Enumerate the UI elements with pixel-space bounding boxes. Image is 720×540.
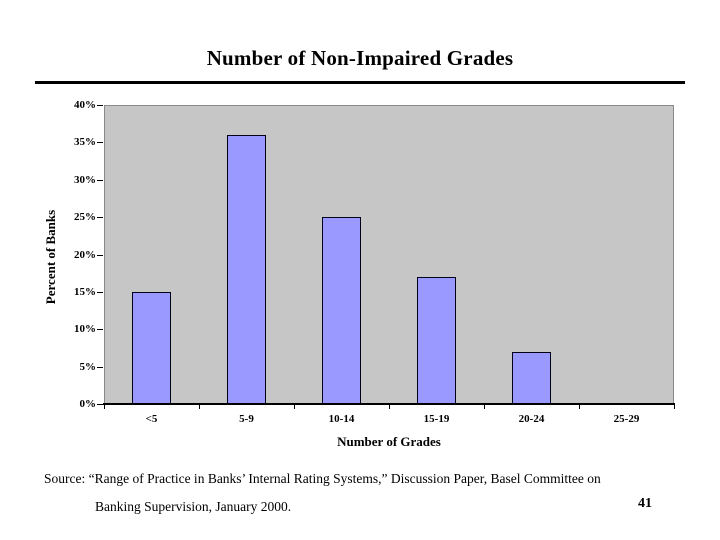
bar bbox=[132, 292, 171, 404]
y-axis-tick-label: 5% bbox=[79, 361, 97, 373]
y-axis-tick-label: 0% bbox=[79, 398, 97, 410]
x-axis-category-label: 10-14 bbox=[328, 413, 355, 425]
source-citation-line-2: Banking Supervision, January 2000. bbox=[95, 499, 292, 514]
x-axis-tick bbox=[579, 404, 580, 409]
y-axis-tick bbox=[97, 404, 103, 405]
bar bbox=[417, 277, 456, 404]
y-axis-tick bbox=[97, 367, 103, 368]
y-axis-tick-label: 20% bbox=[74, 249, 96, 261]
plot-area bbox=[104, 105, 674, 404]
x-axis-title: Number of Grades bbox=[337, 434, 441, 449]
page-title: Number of Non-Impaired Grades bbox=[206, 46, 514, 70]
x-axis-category-label: 5-9 bbox=[239, 413, 254, 425]
x-axis-category-label: 15-19 bbox=[423, 413, 450, 425]
y-axis-tick bbox=[97, 142, 103, 143]
y-axis-tick-label: 40% bbox=[74, 99, 96, 111]
title-underline bbox=[35, 81, 685, 84]
y-axis-tick-label: 10% bbox=[74, 323, 96, 335]
x-axis-tick bbox=[294, 404, 295, 409]
x-axis-tick bbox=[484, 404, 485, 409]
y-axis-tick bbox=[97, 180, 103, 181]
y-axis-tick bbox=[97, 105, 103, 106]
source-citation-line-1: Source: “Range of Practice in Banks’ Int… bbox=[44, 471, 601, 486]
category-axis-line bbox=[103, 403, 675, 405]
y-axis-tick bbox=[97, 255, 103, 256]
y-axis-tick-label: 35% bbox=[74, 136, 96, 148]
bar bbox=[227, 135, 266, 404]
y-axis-tick bbox=[97, 217, 103, 218]
y-axis-tick-label: 25% bbox=[74, 211, 96, 223]
x-axis-category-label: <5 bbox=[145, 413, 158, 425]
y-axis-title: Percent of Banks bbox=[43, 209, 58, 305]
x-axis-category-label: 20-24 bbox=[518, 413, 545, 425]
y-axis-tick bbox=[97, 292, 103, 293]
x-axis-tick bbox=[104, 404, 105, 409]
bar bbox=[322, 217, 361, 404]
page-number: 41 bbox=[638, 496, 652, 511]
y-axis-tick-label: 30% bbox=[74, 174, 96, 186]
bar bbox=[512, 352, 551, 404]
x-axis-tick bbox=[389, 404, 390, 409]
y-axis-tick-label: 15% bbox=[74, 286, 96, 298]
y-axis-tick bbox=[97, 329, 103, 330]
x-axis-tick bbox=[674, 404, 675, 409]
x-axis-tick bbox=[199, 404, 200, 409]
x-axis-category-label: 25-29 bbox=[613, 413, 640, 425]
